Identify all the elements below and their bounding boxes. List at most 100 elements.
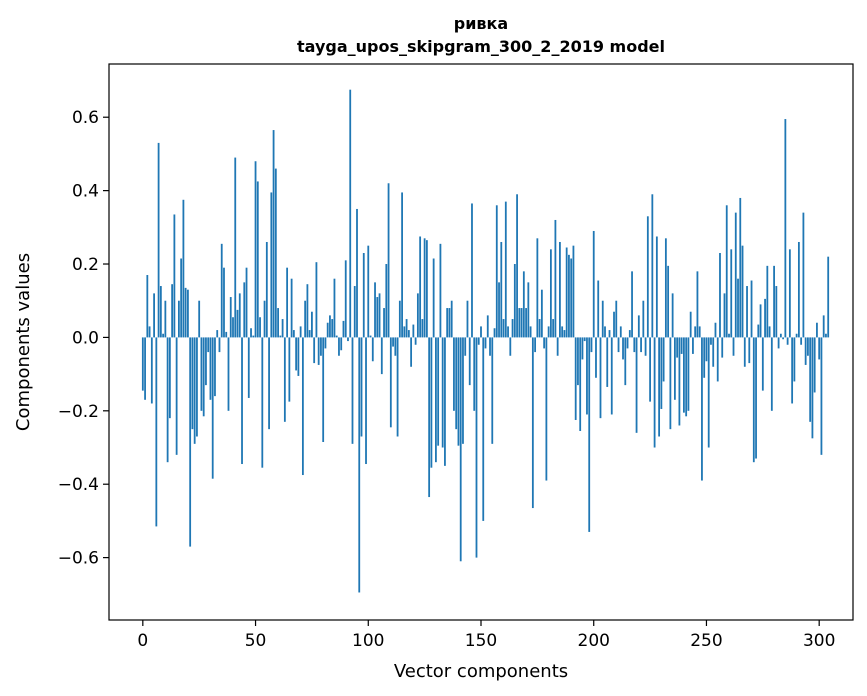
bar xyxy=(563,330,566,338)
bar xyxy=(403,326,406,338)
bar xyxy=(730,249,733,338)
bar xyxy=(475,337,478,558)
bar xyxy=(635,337,638,433)
bar xyxy=(561,326,564,338)
bar xyxy=(610,337,613,415)
bar xyxy=(698,326,701,338)
bar xyxy=(423,238,426,338)
bar xyxy=(477,337,480,345)
bar xyxy=(489,337,491,356)
bar xyxy=(687,337,690,411)
bar xyxy=(247,337,250,398)
bar xyxy=(827,256,830,338)
bar xyxy=(367,245,370,338)
bar xyxy=(421,319,424,338)
bar xyxy=(710,337,712,345)
bar xyxy=(243,282,246,338)
bar xyxy=(338,337,340,356)
bar xyxy=(218,337,221,353)
bar xyxy=(797,241,800,338)
bar xyxy=(683,337,685,413)
bar xyxy=(322,337,325,442)
bar xyxy=(378,293,381,338)
bar xyxy=(712,337,715,367)
bar xyxy=(220,243,223,338)
bar xyxy=(705,337,708,362)
bar xyxy=(468,337,471,386)
bar xyxy=(324,337,327,349)
bar xyxy=(245,267,248,338)
bar xyxy=(164,300,167,338)
bar xyxy=(511,319,514,338)
bar xyxy=(177,300,180,338)
bar xyxy=(238,293,241,338)
bar xyxy=(646,216,649,338)
bar xyxy=(570,258,573,338)
bar xyxy=(739,197,742,338)
bar xyxy=(225,331,228,338)
bar xyxy=(595,337,597,378)
bar xyxy=(716,337,719,382)
bar xyxy=(513,264,516,338)
bar xyxy=(168,337,171,419)
x-axis-label: Vector components xyxy=(394,661,568,682)
bar xyxy=(759,304,762,338)
bar xyxy=(559,241,561,338)
bar xyxy=(816,322,818,338)
bar xyxy=(543,337,546,349)
bar xyxy=(380,337,383,375)
bar xyxy=(547,326,550,338)
bar xyxy=(568,254,570,338)
bar xyxy=(144,337,146,400)
bar xyxy=(200,337,203,411)
bar xyxy=(601,300,604,338)
bar xyxy=(480,326,482,338)
bar xyxy=(146,275,149,338)
bar xyxy=(493,328,496,338)
bar xyxy=(655,236,658,338)
bar xyxy=(658,337,661,437)
bar xyxy=(196,337,198,437)
bar xyxy=(617,337,620,353)
bar xyxy=(286,267,289,338)
bar xyxy=(793,337,796,382)
bar xyxy=(362,253,365,338)
bar xyxy=(637,315,640,338)
bar xyxy=(259,317,261,338)
bar xyxy=(216,330,219,338)
bar xyxy=(534,337,537,353)
bar xyxy=(439,243,442,338)
bar xyxy=(538,319,541,338)
bar xyxy=(516,194,518,338)
bar xyxy=(320,337,322,356)
bar xyxy=(725,205,728,338)
bar xyxy=(214,337,216,397)
bar xyxy=(270,192,273,338)
bar xyxy=(358,337,361,593)
x-tick-label: 300 xyxy=(803,631,835,651)
bar xyxy=(428,337,431,498)
bar xyxy=(252,335,255,338)
bar xyxy=(509,337,512,356)
bar xyxy=(572,245,575,338)
y-axis-label: Components values xyxy=(13,253,34,431)
bar xyxy=(626,337,629,349)
bar xyxy=(311,311,313,338)
bar xyxy=(407,330,410,338)
bar xyxy=(764,298,766,338)
bar xyxy=(525,308,527,338)
bar xyxy=(482,337,485,521)
bar xyxy=(531,337,534,509)
bar xyxy=(335,335,338,338)
bar xyxy=(775,286,778,338)
bar xyxy=(773,265,775,338)
bar xyxy=(261,337,264,468)
bar xyxy=(419,236,422,338)
bar xyxy=(385,264,388,338)
bar xyxy=(757,324,760,338)
x-tick-label: 150 xyxy=(465,631,497,651)
bar xyxy=(680,337,683,354)
bar xyxy=(356,208,358,338)
bar xyxy=(265,241,268,338)
